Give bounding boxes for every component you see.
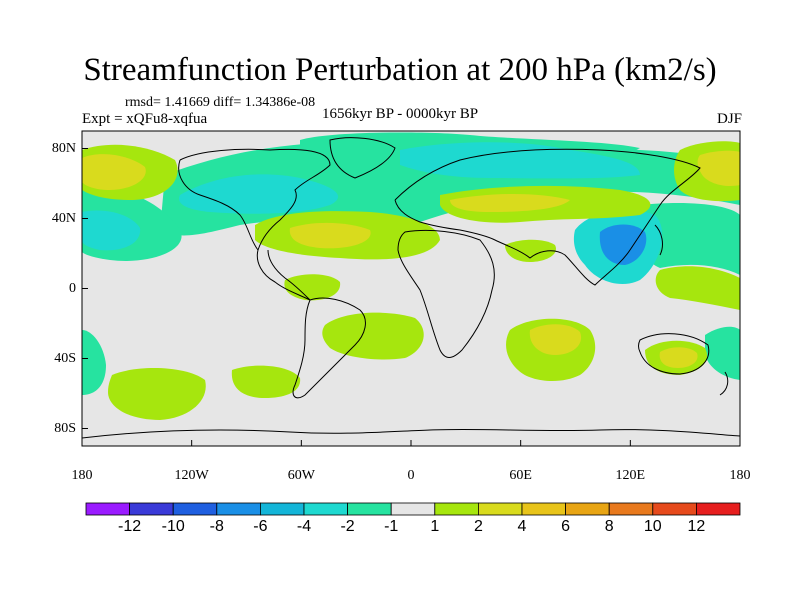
anomaly-yellow-india (505, 239, 556, 262)
colorbar-label: -6 (253, 518, 268, 535)
lat-tick-label: 0 (69, 280, 76, 296)
anomaly-blue-asia (599, 224, 647, 265)
colorbar-swatch (259, 502, 305, 516)
colorbar-swatch (390, 502, 436, 516)
colorbar-swatch (172, 502, 218, 516)
lat-tick-label: 80S (54, 420, 76, 436)
lon-tick-label: 60E (509, 468, 532, 483)
anomaly-cyan-siberia (400, 142, 640, 179)
anomaly-orange-australia (659, 347, 698, 368)
lon-tick-label: 180 (71, 468, 93, 483)
anomaly-orange-eurasia (450, 194, 570, 212)
coast-africa (397, 229, 495, 358)
lon-tick-label: 60W (287, 468, 315, 483)
colorbar-label: 2 (473, 518, 483, 535)
colorbar-label: -2 (340, 518, 355, 535)
coast-antarctica (82, 428, 740, 439)
colorbar-swatch (129, 502, 174, 516)
coast-japan (654, 224, 663, 256)
chart-title: Streamfunction Perturbation at 200 hPa (… (83, 52, 717, 88)
anomaly-yellow-southatlantic (322, 312, 424, 360)
anomaly-orange-pacific-ne (697, 150, 740, 186)
lat-tick-label: 80N (51, 140, 76, 156)
anomaly-orange-atlantic (289, 222, 371, 249)
season-label: DJF (716, 111, 742, 127)
colorbar-swatch (696, 502, 741, 516)
period-label: 1656kyr BP - 0000kyr BP (321, 106, 479, 122)
coast-new-zealand (719, 371, 729, 396)
lat-tick-label: 40S (54, 350, 76, 366)
coastline-layer (82, 137, 740, 439)
colorbar-label: 12 (687, 518, 706, 535)
colorbar-label: -10 (161, 518, 185, 535)
colorbar-swatch (434, 502, 479, 516)
coast-south-america (292, 297, 366, 399)
axis-ticks (81, 148, 741, 446)
colorbar-label: -12 (118, 518, 142, 535)
lon-tick-label: 180 (729, 468, 751, 483)
colorbar-swatch (216, 502, 261, 516)
anomaly-yellow-south-pacific-w (108, 368, 206, 420)
colorbar-swatch (85, 502, 130, 516)
stats-line: rmsd= 1.41669 diff= 1.34386e-08 (125, 95, 316, 110)
anomaly-cyan-pacific-w (82, 210, 141, 251)
colorbar-swatch (477, 502, 523, 516)
lon-tick-label: 0 (407, 468, 415, 483)
lon-tick-label: 120W (174, 468, 209, 483)
lon-tick-label: 120E (615, 468, 646, 483)
coast-greenland (329, 137, 396, 179)
colorbar-label: 8 (604, 518, 614, 535)
anomaly-band-tropical-pacific (636, 203, 740, 275)
anomaly-yellow-pacific-c (655, 266, 740, 310)
colorbar (85, 502, 741, 516)
colorbar-swatch (565, 502, 610, 516)
colorbar-label: -1 (384, 518, 399, 535)
coast-australia (638, 333, 710, 375)
colorbar-swatch (347, 502, 392, 516)
anomaly-band-south-pacific-e (705, 326, 740, 380)
colorbar-label: 6 (561, 518, 571, 535)
colorbar-label: -8 (209, 518, 224, 535)
colorbar-label: -4 (296, 518, 312, 535)
coast-north-america (178, 148, 331, 301)
anomaly-band-south-pacific (82, 330, 106, 395)
coast-eurasia (394, 148, 701, 286)
colorbar-swatch (521, 502, 566, 516)
experiment-label: Expt = xQFu8-xqfua (82, 111, 208, 127)
colorbar-swatch (608, 502, 654, 516)
anomaly-orange-indian-s (529, 324, 582, 355)
anomaly-orange-pacific-nw (82, 154, 146, 190)
anomaly-cyan-northamerica (179, 174, 339, 214)
colorbar-label: 4 (517, 518, 527, 535)
lat-tick-label: 40N (51, 210, 76, 226)
colorbar-label: 10 (643, 518, 662, 535)
anomaly-yellow-caribbean (284, 274, 341, 301)
colorbar-label: 1 (430, 518, 440, 535)
colorbar-swatch (303, 502, 348, 516)
anomaly-layer (82, 132, 740, 420)
anomaly-yellow-south-pacific-e (231, 365, 301, 398)
colorbar-swatch (652, 502, 697, 516)
